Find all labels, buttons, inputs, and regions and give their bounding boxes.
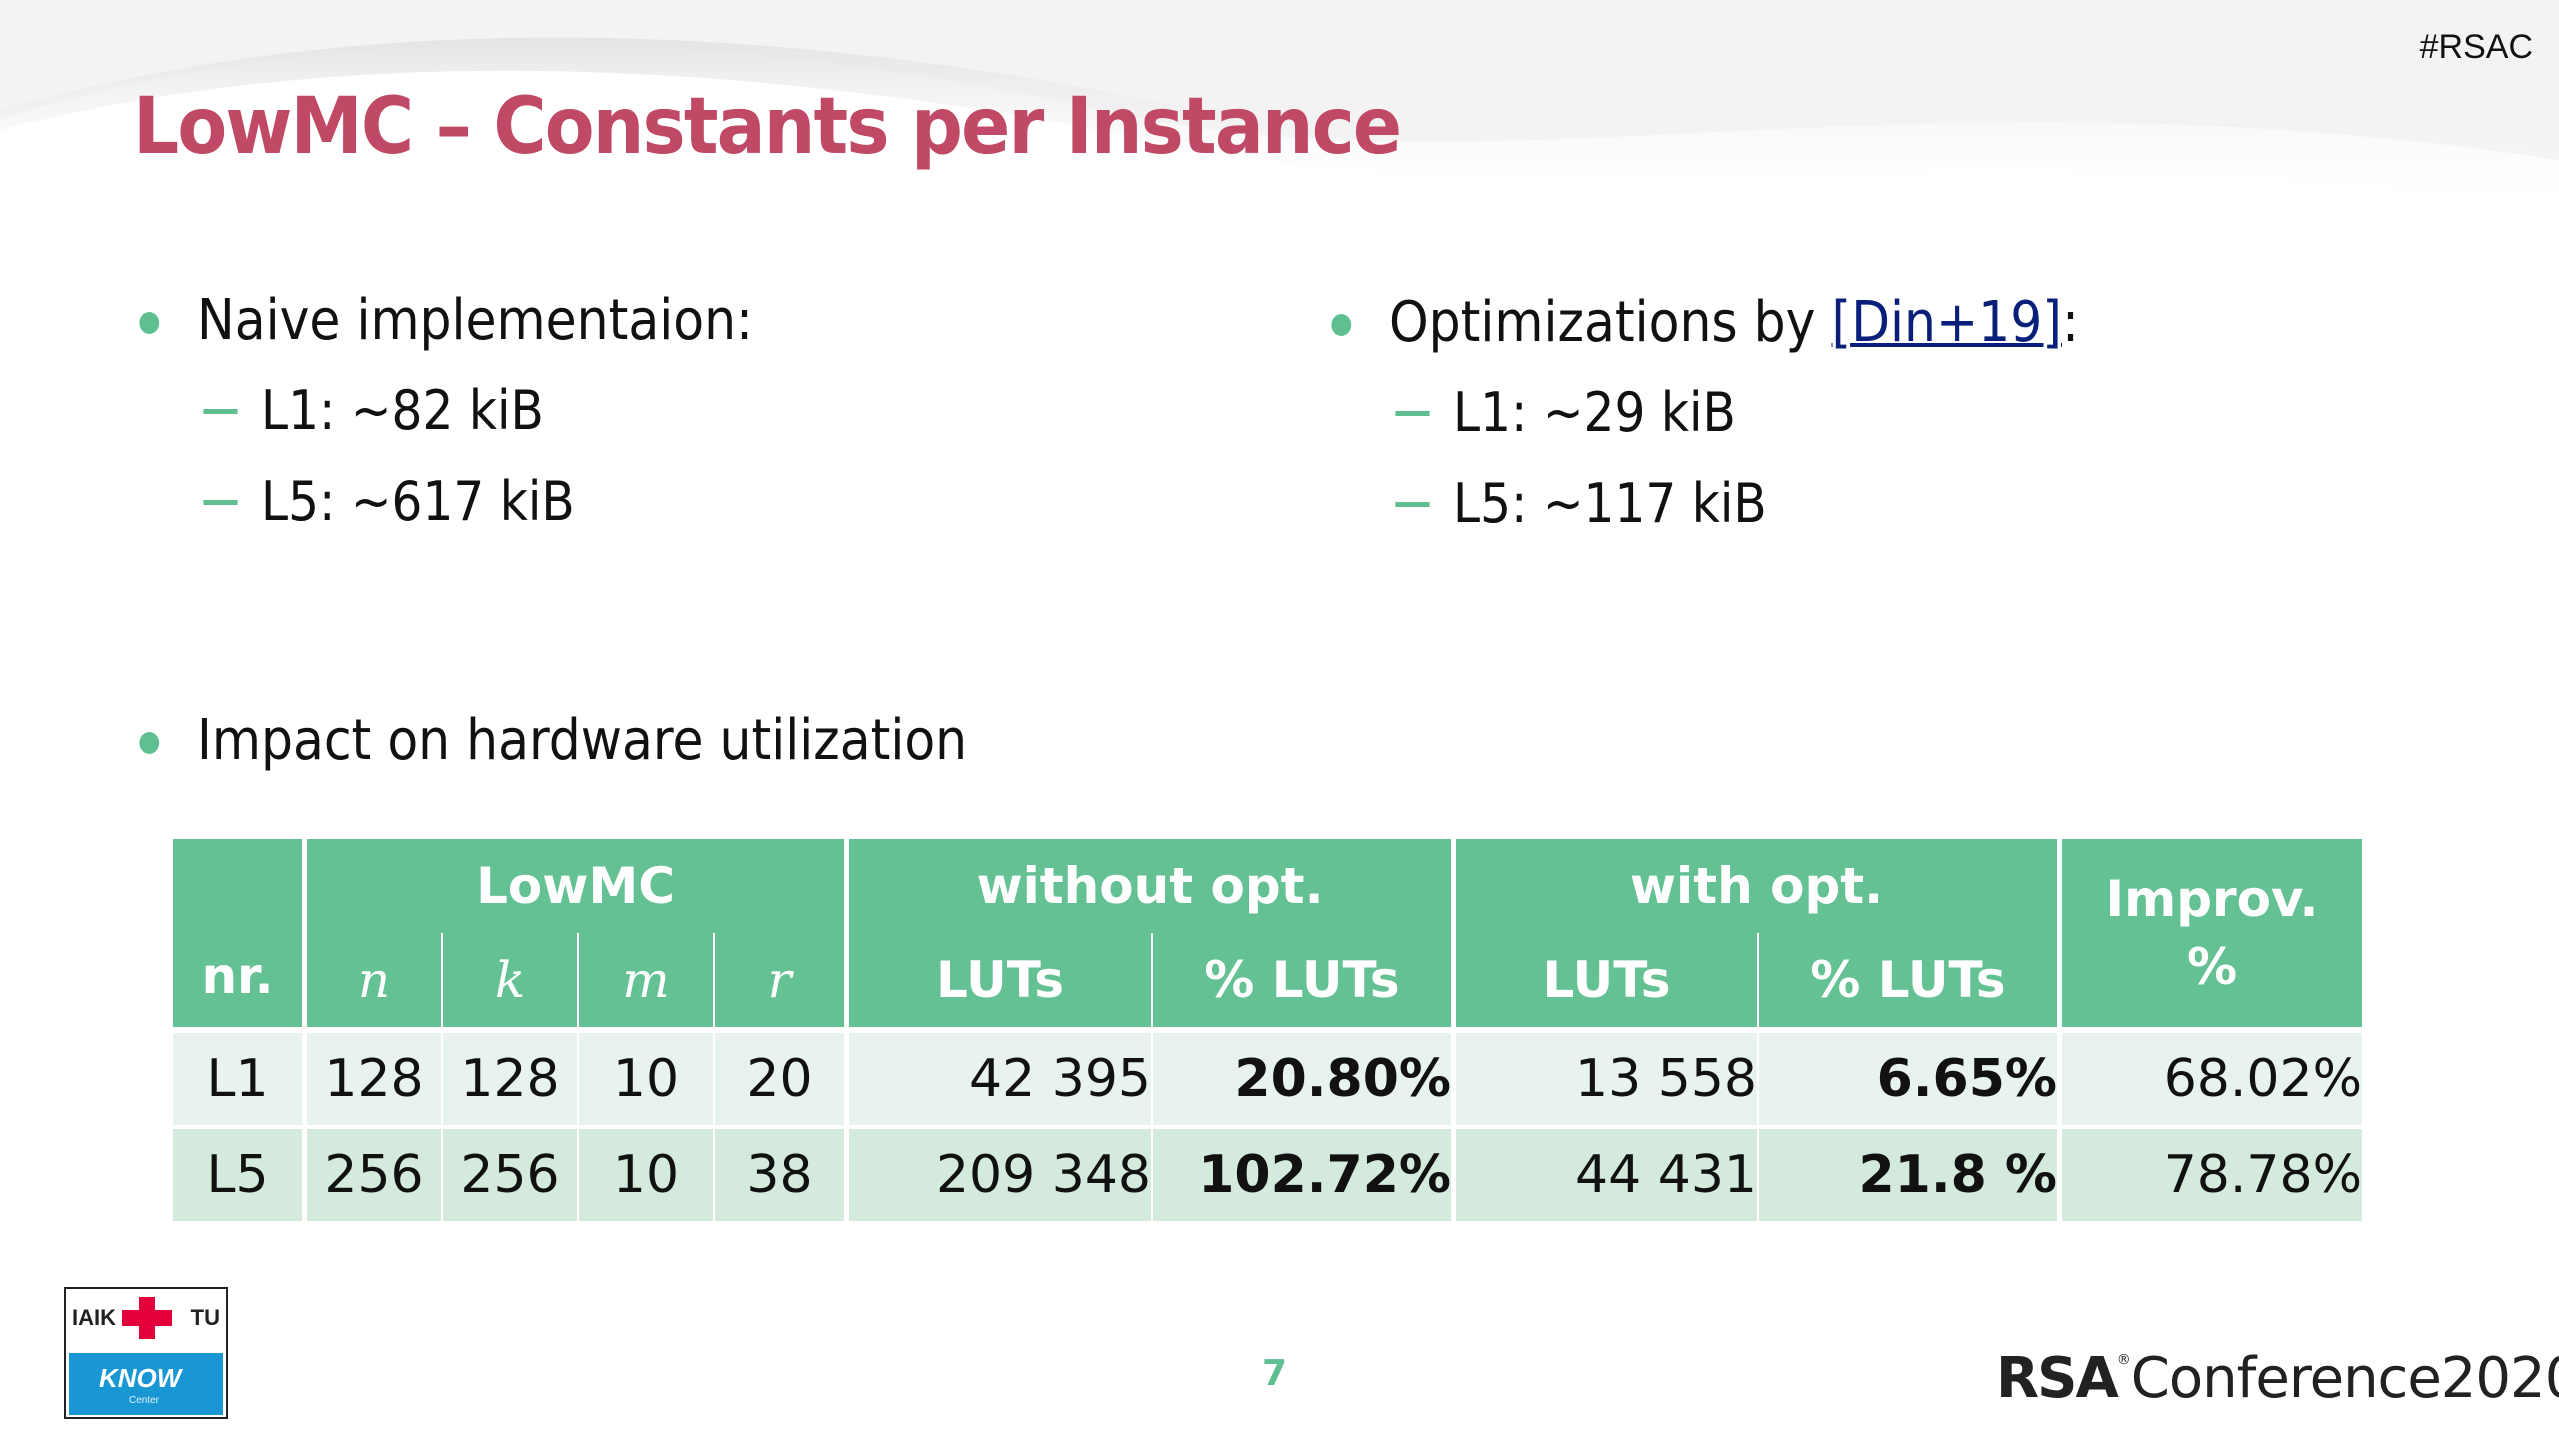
naive-implementation-block: Naive implementaion: L1: ~82 kiB L5: ~61… bbox=[139, 288, 815, 533]
iaik-label: IAIK bbox=[72, 1305, 116, 1330]
cell-improv: 68.02% bbox=[2062, 1027, 2362, 1125]
header-without-opt: without opt. bbox=[849, 839, 1456, 933]
sub-item-text: L1: ~82 kiB bbox=[261, 379, 544, 442]
cell-w-luts: 13 558 bbox=[1456, 1027, 1759, 1125]
cell-wo-luts: 42 395 bbox=[849, 1027, 1153, 1125]
cell-improv: 78.78% bbox=[2062, 1125, 2362, 1221]
header-m: m bbox=[579, 933, 715, 1027]
cell-nr: L1 bbox=[173, 1027, 307, 1125]
slide-title: LowMC – Constants per Instance bbox=[133, 82, 1402, 172]
impact-block: Impact on hardware utilization bbox=[139, 708, 1053, 773]
header-k: k bbox=[443, 933, 579, 1027]
iaik-know-logo: IAIK TU KNOW Center bbox=[64, 1287, 228, 1419]
header-n: n bbox=[307, 933, 443, 1027]
bullet-text: Naive implementaion: bbox=[197, 288, 754, 353]
cell-w-luts: 44 431 bbox=[1456, 1125, 1759, 1221]
header-wo-luts: LUTs bbox=[849, 933, 1153, 1027]
dash-icon bbox=[203, 409, 238, 414]
cell-wo-luts: 209 348 bbox=[849, 1125, 1153, 1221]
dash-icon bbox=[1395, 411, 1430, 416]
header-improv: Improv. % bbox=[2062, 839, 2362, 1027]
cell-n: 128 bbox=[307, 1027, 443, 1125]
header-improv-line1: Improv. bbox=[2105, 870, 2319, 928]
header-lowmc: LowMC bbox=[307, 839, 849, 933]
know-label: KNOW bbox=[99, 1363, 182, 1393]
sub-item-l1: L1: ~82 kiB bbox=[203, 379, 759, 442]
bullet-dot-icon bbox=[1331, 314, 1352, 336]
header-improv-line2: % bbox=[2186, 938, 2238, 996]
iaik-tugraz-logo: IAIK TU bbox=[66, 1289, 226, 1351]
table-row: L5 256 256 10 38 209 348 102.72% 44 431 … bbox=[173, 1125, 2362, 1221]
optimizations-block: Optimizations by [Din+19]: L1: ~29 kiB L… bbox=[1331, 290, 2156, 535]
cell-wo-pct: 102.72% bbox=[1153, 1125, 1456, 1221]
bullet-optimizations: Optimizations by [Din+19]: bbox=[1331, 290, 2079, 355]
registered-mark: ® bbox=[2116, 1352, 2131, 1368]
header-w-luts: LUTs bbox=[1456, 933, 1759, 1027]
cell-r: 20 bbox=[715, 1027, 849, 1125]
bullet-text: Impact on hardware utilization bbox=[197, 708, 968, 773]
sub-item-text: L1: ~29 kiB bbox=[1453, 381, 1736, 444]
sub-item-l5: L5: ~117 kiB bbox=[1395, 472, 2085, 535]
header-with-opt: with opt. bbox=[1456, 839, 2062, 933]
tugraz-cross-icon bbox=[122, 1297, 172, 1339]
sub-item-l5: L5: ~617 kiB bbox=[203, 470, 759, 533]
table-row: L1 128 128 10 20 42 395 20.80% 13 558 6.… bbox=[173, 1027, 2362, 1125]
cell-n: 256 bbox=[307, 1125, 443, 1221]
hardware-utilization-table: nr. LowMC without opt. with opt. Improv.… bbox=[173, 839, 2362, 1221]
tu-label: TU bbox=[190, 1305, 220, 1330]
sub-item-text: L5: ~117 kiB bbox=[1453, 472, 1767, 535]
cell-nr: L5 bbox=[173, 1125, 307, 1221]
rsa-wordmark: RSA bbox=[1996, 1346, 2119, 1411]
cell-r: 38 bbox=[715, 1125, 849, 1221]
header-nr: nr. bbox=[173, 839, 307, 1027]
sub-item-text: L5: ~617 kiB bbox=[261, 470, 575, 533]
cell-wo-pct: 20.80% bbox=[1153, 1027, 1456, 1125]
cell-k: 256 bbox=[443, 1125, 579, 1221]
cell-k: 128 bbox=[443, 1027, 579, 1125]
cell-w-pct: 21.8 % bbox=[1759, 1125, 2062, 1221]
know-sub-label: Center bbox=[129, 1395, 160, 1406]
header-r: r bbox=[715, 933, 849, 1027]
header-wo-pct-luts: % LUTs bbox=[1153, 933, 1456, 1027]
bullet-impact: Impact on hardware utilization bbox=[139, 708, 968, 773]
cell-w-pct: 6.65% bbox=[1759, 1027, 2062, 1125]
citation-link[interactable]: [Din+19] bbox=[1831, 290, 2062, 355]
sub-item-l1: L1: ~29 kiB bbox=[1395, 381, 2085, 444]
dash-icon bbox=[203, 500, 238, 505]
header-w-pct-luts: % LUTs bbox=[1759, 933, 2062, 1027]
dash-icon bbox=[1395, 502, 1430, 507]
bullet-text-suffix: : bbox=[2061, 290, 2079, 355]
hashtag-label: #RSAC bbox=[2419, 28, 2533, 66]
bullet-naive: Naive implementaion: bbox=[139, 288, 754, 353]
bullet-dot-icon bbox=[139, 732, 160, 754]
page-number: 7 bbox=[1262, 1353, 1288, 1394]
cell-m: 10 bbox=[579, 1027, 715, 1125]
cell-m: 10 bbox=[579, 1125, 715, 1221]
conference-wordmark: Conference2020 bbox=[2130, 1346, 2559, 1411]
rsa-conference-logo: RSA®Conference2020 bbox=[1996, 1346, 2559, 1411]
know-center-logo: KNOW Center bbox=[69, 1353, 223, 1415]
bullet-text-prefix: Optimizations by bbox=[1389, 290, 1832, 355]
bullet-dot-icon bbox=[139, 312, 160, 334]
